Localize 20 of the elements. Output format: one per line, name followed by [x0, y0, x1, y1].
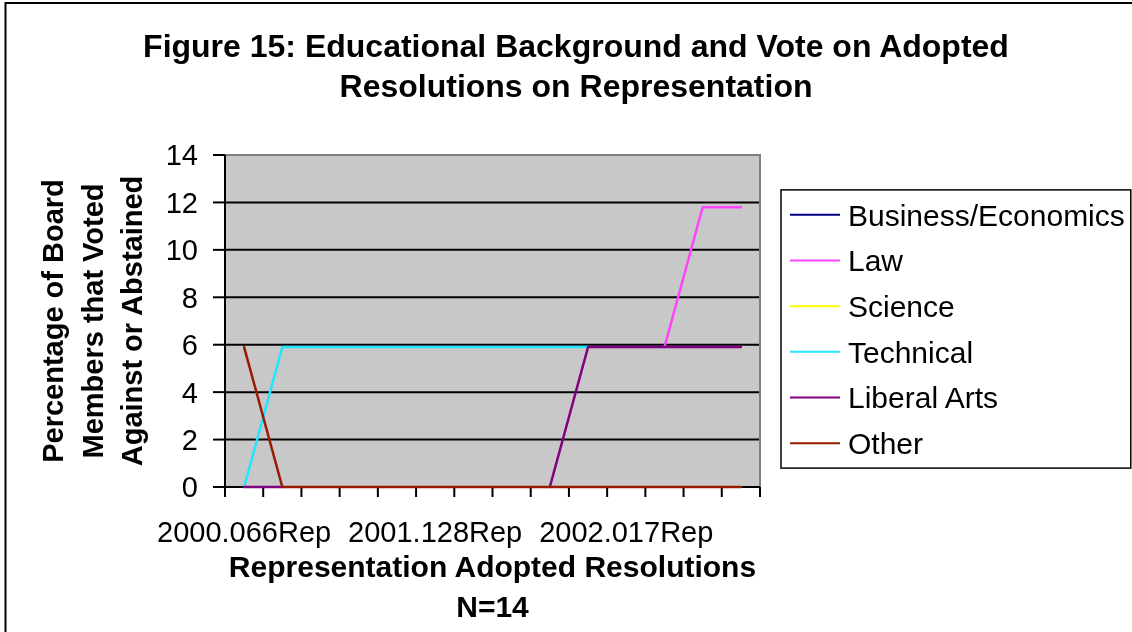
legend-label: Other: [848, 427, 924, 461]
y-tick-label: 0: [181, 471, 198, 504]
legend-label: Liberal Arts: [848, 381, 999, 415]
y-tick-label: 4: [181, 376, 198, 409]
x-tick-label: 2000.066Rep: [157, 516, 332, 548]
x-tick-label: 2002.017Rep: [539, 516, 714, 548]
chart-title: Figure 15: Educational Background and Vote on Adopted Resolutions on Representation: [143, 28, 1009, 104]
y-tick-label: 12: [165, 186, 198, 219]
y-tick-label: 10: [165, 234, 198, 267]
legend-label: Science: [848, 289, 955, 323]
y-axis-title: Percentage of Board Members that Voted Against or Abstained: [37, 175, 148, 467]
y-tick-label: 8: [181, 281, 198, 314]
x-tick-label: 2001.128Rep: [348, 516, 523, 548]
x-axis-title: Representation Adopted Resolutions N=14: [228, 550, 757, 623]
legend-label: Law: [848, 244, 904, 278]
y-tick-label: 2: [181, 424, 198, 457]
y-tick-label: 14: [165, 139, 198, 172]
legend-label: Technical: [848, 335, 974, 369]
y-tick-label: 6: [181, 329, 198, 362]
legend-label: Business/Economics: [848, 198, 1125, 232]
